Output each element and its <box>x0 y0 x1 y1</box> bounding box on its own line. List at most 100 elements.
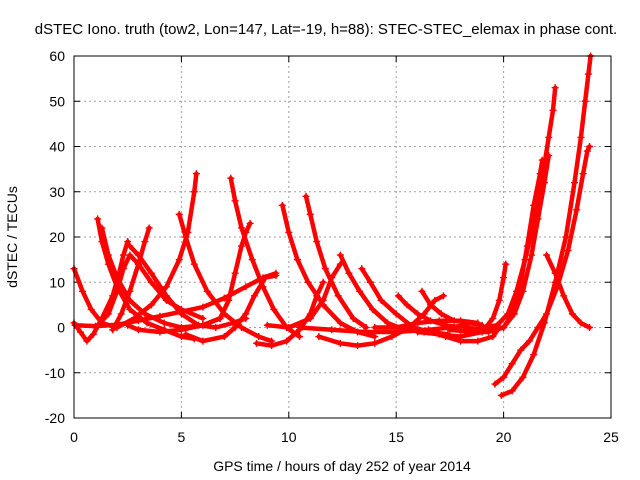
data-point <box>573 206 581 214</box>
data-point <box>392 310 400 318</box>
data-point <box>328 274 336 282</box>
x-tick-label: 5 <box>178 429 186 445</box>
data-point <box>414 319 422 327</box>
data-point <box>255 333 263 341</box>
data-point <box>160 319 168 327</box>
data-point <box>242 283 250 291</box>
data-point <box>272 271 280 279</box>
data-point <box>356 287 364 295</box>
data-point <box>175 256 183 264</box>
data-point <box>261 274 269 282</box>
data-point <box>177 333 185 341</box>
series-arc12 <box>182 271 280 345</box>
plot-frame <box>73 55 612 419</box>
data-point <box>358 265 366 273</box>
x-tick-label: 10 <box>281 429 297 445</box>
data-point <box>134 260 142 268</box>
data-point <box>579 170 587 178</box>
data-point <box>500 274 508 282</box>
data-point <box>586 143 594 150</box>
data-point <box>489 314 497 322</box>
y-axis-label: dSTEC / TECUs <box>4 186 20 288</box>
data-point <box>238 324 246 331</box>
data-point <box>540 319 548 327</box>
data-point <box>414 328 422 336</box>
data-point <box>246 219 254 227</box>
data-point <box>231 269 239 277</box>
data-point <box>119 251 127 259</box>
data-point <box>113 287 121 295</box>
data-point <box>162 292 170 300</box>
data-point <box>203 287 211 295</box>
series-arc30 <box>497 52 595 399</box>
data-point <box>285 228 293 236</box>
data-point <box>89 330 97 338</box>
plot-area <box>70 52 595 399</box>
data-point <box>354 342 362 350</box>
series-arc26 <box>446 152 553 336</box>
data-point <box>306 314 314 322</box>
chart-grid <box>74 56 611 418</box>
data-point <box>521 256 529 264</box>
data-point <box>551 269 559 277</box>
data-point <box>530 351 538 359</box>
data-point <box>98 224 106 232</box>
data-point <box>304 278 312 286</box>
data-point <box>147 278 155 286</box>
series-line <box>447 153 551 335</box>
data-point <box>439 292 447 300</box>
data-point <box>119 265 127 273</box>
series-arc28 <box>478 84 559 331</box>
data-point <box>586 324 594 331</box>
data-point <box>328 326 336 334</box>
data-point <box>91 324 99 331</box>
y-tick-label: -20 <box>45 410 65 426</box>
data-point <box>253 339 261 347</box>
data-point <box>581 97 589 105</box>
x-tick-label: 20 <box>496 429 512 445</box>
data-point <box>220 333 228 341</box>
data-point <box>177 310 185 318</box>
data-point <box>519 373 527 381</box>
data-point <box>495 296 503 304</box>
data-point <box>545 133 553 141</box>
data-point <box>371 324 379 331</box>
data-point <box>76 328 84 336</box>
data-point <box>360 328 368 336</box>
data-point <box>175 210 183 218</box>
data-point <box>551 84 559 92</box>
data-point <box>491 380 499 388</box>
data-point <box>562 233 570 241</box>
data-point <box>145 224 153 232</box>
data-point <box>583 147 591 155</box>
data-point <box>349 314 357 322</box>
data-point <box>403 301 411 309</box>
data-point <box>500 373 508 381</box>
data-point <box>227 174 235 182</box>
data-point <box>584 70 592 78</box>
data-point <box>345 269 353 277</box>
data-point <box>134 251 142 259</box>
data-point <box>302 192 310 200</box>
data-point <box>369 305 377 313</box>
series-arc7 <box>109 224 153 334</box>
data-point <box>141 238 149 246</box>
data-point <box>242 310 250 318</box>
series-line <box>265 261 343 330</box>
chart-title: dSTEC Iono. truth (tow2, Lon=147, Lat=-1… <box>35 21 617 38</box>
data-point <box>461 324 469 331</box>
data-point <box>371 339 379 347</box>
data-point <box>270 305 278 313</box>
y-tick-label: 40 <box>49 139 65 155</box>
data-point <box>534 324 542 331</box>
data-point <box>126 251 134 259</box>
data-point <box>497 391 505 399</box>
data-point <box>231 324 239 331</box>
data-point <box>508 387 516 395</box>
data-point <box>126 305 134 313</box>
data-point <box>504 310 512 318</box>
data-point <box>296 333 304 341</box>
x-tick-label: 15 <box>388 429 404 445</box>
series-arc23 <box>371 317 482 331</box>
data-point <box>377 296 385 304</box>
